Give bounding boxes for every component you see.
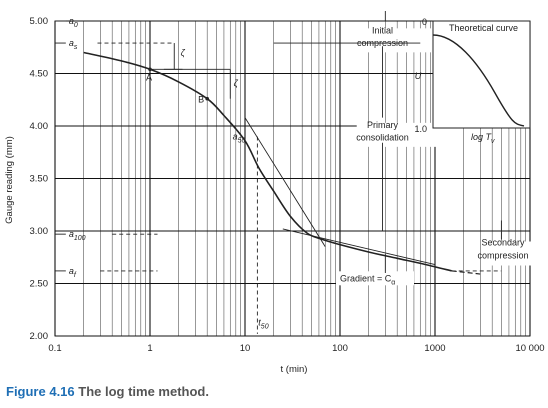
y-tick-label: 4.00 [30, 121, 49, 132]
label-a50-subscript: 50 [238, 138, 246, 145]
y-tick-label: 2.00 [30, 331, 49, 342]
primary-consolidation-line2: consolidation [356, 133, 409, 143]
figure-caption-text: The log time method. [78, 384, 209, 399]
x-tick-label: 10 [240, 343, 251, 354]
secondary-compression-line1: Secondary [482, 238, 526, 248]
figure-caption: Figure 4.16 The log time method. [6, 384, 209, 399]
label-t50-subscript: 50 [261, 324, 269, 331]
y-tick-label: 3.00 [30, 226, 49, 237]
secondary-compression-line2: compression [478, 250, 529, 260]
x-tick-label: 1000 [424, 343, 445, 354]
y-axis-title: Gauge reading (mm) [4, 136, 15, 224]
inset-frame [433, 21, 530, 128]
gradient-label-main: Gradient = C [340, 273, 392, 283]
inset-title: Theoretical curve [449, 23, 518, 33]
inset-y-tick-0: 0 [422, 17, 427, 27]
inset-x-label-subscript: v [491, 138, 495, 145]
x-tick-label: 1 [147, 343, 152, 354]
inset-x-label-main: log T [471, 132, 493, 142]
figure-number: Figure 4.16 [6, 384, 75, 399]
y-tick-label: 5.00 [30, 16, 49, 27]
x-axis-title: t (min) [281, 364, 308, 375]
inset-y-label: U [415, 71, 422, 81]
y-tick-label: 4.50 [30, 69, 49, 80]
label-a100-subscript: 100 [74, 235, 86, 242]
primary-consolidation-line1: Primary [367, 120, 398, 130]
x-tick-label: 0.1 [48, 343, 61, 354]
point-a-label: A [146, 72, 152, 82]
gradient-label-subscript: α [391, 279, 395, 286]
point-b-marker [205, 97, 209, 101]
inset-y-tick-1: 1.0 [414, 124, 427, 134]
initial-compression-line1: Initial [372, 25, 393, 35]
x-tick-label: 100 [332, 343, 348, 354]
y-tick-label: 3.50 [30, 174, 49, 185]
point-b-label: B [198, 95, 204, 105]
y-tick-label: 2.50 [30, 279, 49, 290]
x-tick-label: 10 000 [515, 343, 544, 354]
label-a0-subscript: 0 [74, 22, 78, 29]
label-as-subscript: s [74, 44, 78, 51]
